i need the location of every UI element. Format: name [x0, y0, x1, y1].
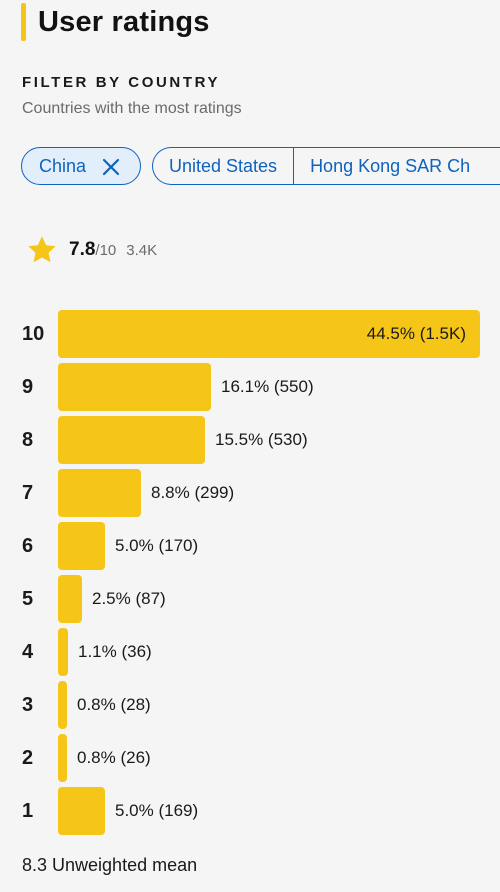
rating-bar	[58, 310, 480, 358]
rating-value: 7.8	[69, 239, 96, 260]
rating-bar-row: 2 0.8% (26)	[0, 734, 500, 782]
rating-bar-value: 15.5% (530)	[215, 430, 308, 449]
page-header: User ratings	[21, 2, 210, 42]
rating-bar	[58, 522, 105, 570]
rating-max: /10	[95, 241, 117, 259]
star-icon	[28, 236, 56, 263]
rating-score-label: 8	[22, 429, 34, 451]
rating-distribution: 10 44.5% (1.5K) 9 16.1% (550) 8 15.5% (530) 7 8…	[0, 310, 500, 840]
rating-score-label: 9	[22, 376, 34, 398]
rating-bar	[58, 681, 67, 729]
country-chip-united-states[interactable]: United States	[169, 155, 278, 176]
rating-bar-value: 0.8% (26)	[77, 748, 151, 767]
page-title: User ratings	[38, 5, 210, 38]
rating-bar-value: 2.5% (87)	[92, 589, 166, 608]
rating-bar	[58, 363, 211, 411]
rating-bar-value: 44.5% (1.5K)	[366, 324, 466, 343]
rating-score-label: 10	[22, 323, 45, 345]
rating-score-label: 2	[22, 747, 34, 769]
rating-bar-row: 6 5.0% (170)	[0, 522, 500, 570]
rating-bar-row: 3 0.8% (28)	[0, 681, 500, 729]
rating-score-label: 7	[22, 482, 34, 504]
rating-bar-value: 1.1% (36)	[78, 642, 152, 661]
rating-score-label: 5	[22, 588, 34, 610]
accent-bar	[21, 3, 26, 41]
filter-subheading: Countries with the most ratings	[22, 100, 242, 117]
rating-bar	[58, 575, 82, 623]
rating-summary: 7.8 /10 3.4K	[26, 234, 157, 266]
filter-heading: FILTER BY COUNTRY	[22, 74, 221, 91]
rating-bar	[58, 628, 68, 676]
rating-bar-row: 7 8.8% (299)	[0, 469, 500, 517]
rating-bar-value: 5.0% (169)	[115, 801, 199, 820]
rating-bar-value: 5.0% (170)	[115, 536, 199, 555]
unweighted-mean: 8.3 Unweighted mean	[22, 855, 198, 875]
rating-bar-row: 5 2.5% (87)	[0, 575, 500, 623]
rating-score-label: 1	[22, 800, 34, 822]
chip-label: China	[39, 155, 87, 176]
rating-count: 3.4K	[126, 241, 158, 259]
country-chip-selected[interactable]: China	[21, 147, 141, 185]
rating-bar-row: 4 1.1% (36)	[0, 628, 500, 676]
rating-bar	[58, 734, 67, 782]
rating-score-label: 3	[22, 694, 34, 716]
rating-bar-value: 16.1% (550)	[221, 377, 314, 396]
country-chip-hong-kong[interactable]: Hong Kong SAR Ch	[293, 148, 486, 184]
rating-bar-value: 8.8% (299)	[151, 483, 235, 502]
rating-score-label: 4	[22, 641, 34, 663]
rating-bar-row: 10 44.5% (1.5K)	[0, 310, 500, 358]
close-icon[interactable]	[101, 157, 121, 177]
rating-bar	[58, 787, 105, 835]
rating-bar	[58, 416, 205, 464]
country-chip-group: United States Hong Kong SAR Ch	[152, 147, 500, 185]
rating-bar-row: 1 5.0% (169)	[0, 787, 500, 835]
rating-score-label: 6	[22, 535, 34, 557]
rating-bar	[58, 469, 141, 517]
country-chip-list: China United States Hong Kong SAR Ch	[21, 147, 500, 187]
rating-bar-value: 0.8% (28)	[77, 695, 151, 714]
rating-bar-row: 8 15.5% (530)	[0, 416, 500, 464]
rating-bar-row: 9 16.1% (550)	[0, 363, 500, 411]
